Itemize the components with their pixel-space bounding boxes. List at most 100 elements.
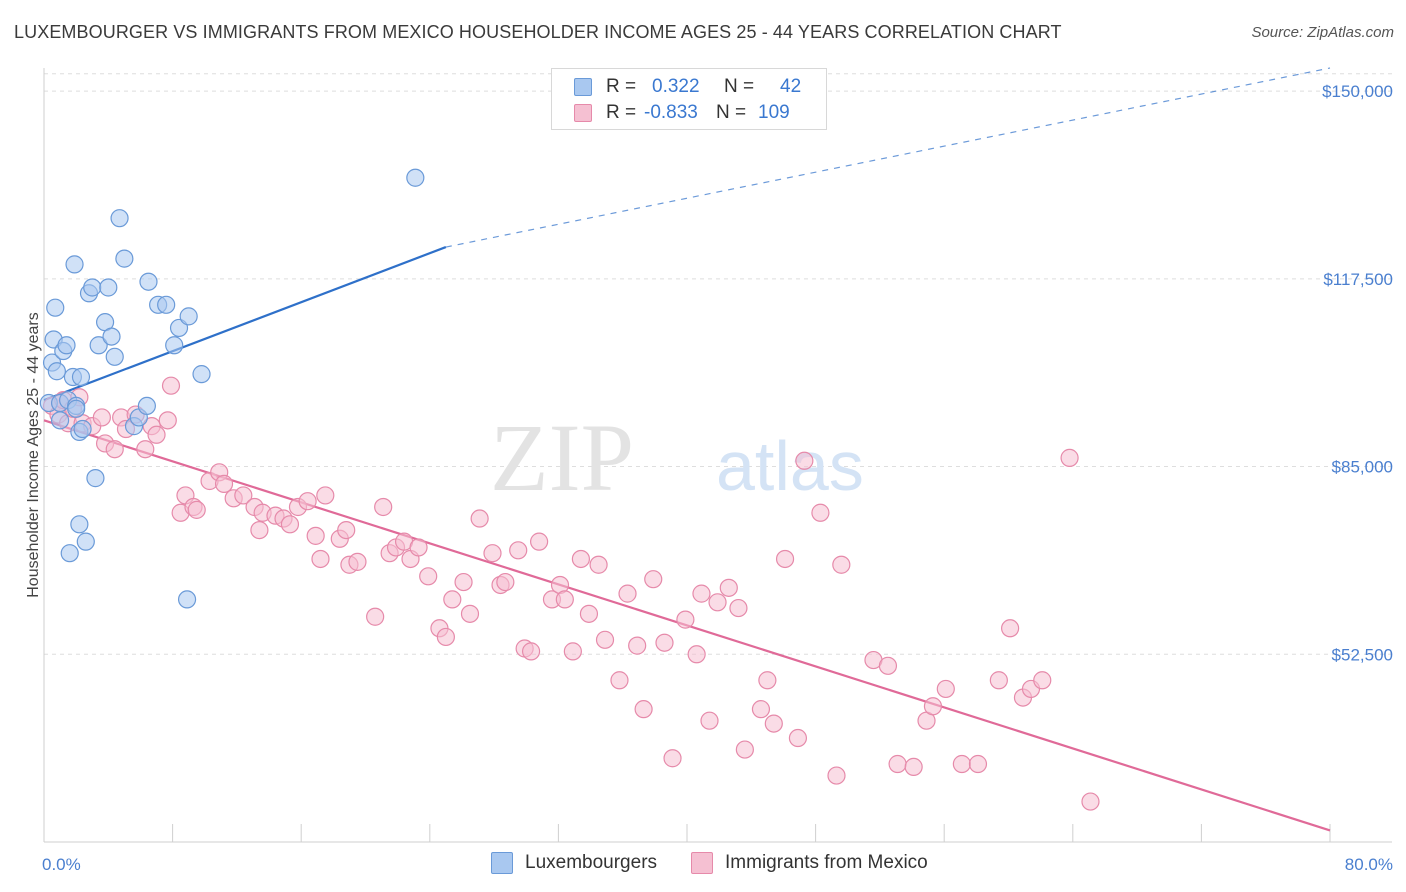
mexico-point — [316, 486, 335, 505]
luxembourger-point — [177, 590, 197, 609]
mexico-point — [280, 515, 300, 534]
r-value: 0.322 — [652, 76, 700, 97]
luxembourger-point — [76, 532, 95, 551]
mexico-point — [436, 627, 455, 647]
luxembourger-point — [60, 544, 79, 563]
mexico-point — [374, 497, 393, 517]
mexico-point — [676, 610, 695, 629]
luxembourger-trend-line — [43, 246, 447, 402]
mexico-point — [708, 593, 727, 612]
luxembourger-point — [67, 399, 86, 418]
mexico-point — [644, 570, 663, 589]
luxembourger-point — [57, 336, 76, 355]
mexico-point — [1081, 792, 1100, 811]
mexico-point — [655, 633, 674, 652]
mexico-point — [952, 754, 971, 774]
x-tick-label: 0.0% — [42, 855, 81, 874]
mexico-point — [1001, 619, 1020, 638]
luxembourger-point — [99, 278, 118, 297]
mexico-point — [692, 584, 711, 603]
source-credit: Source: ZipAtlas.com — [1251, 24, 1394, 41]
mexico-point — [989, 671, 1008, 690]
mexico-point — [719, 578, 738, 597]
mexico-point — [311, 549, 330, 569]
axes — [43, 68, 1392, 843]
legend-item-luxembourgers[interactable]: Luxembourgers — [491, 852, 657, 874]
luxembourger-point — [71, 367, 91, 387]
mexico-point — [775, 549, 795, 569]
mexico-point — [832, 555, 851, 574]
mexico-point — [136, 440, 155, 459]
mexico-point — [634, 700, 653, 719]
mexico-point — [563, 642, 582, 661]
mexico-point — [92, 408, 111, 427]
y-axis-label: Householder Income Ages 25 - 44 years — [25, 312, 42, 598]
luxembourger-point — [137, 396, 156, 416]
mexico-point — [571, 549, 591, 569]
mexico-point — [610, 671, 629, 690]
mexico-point — [454, 572, 473, 592]
series-legend: Luxembourgers Immigrants from Mexico — [491, 852, 962, 874]
mexico-point — [555, 590, 574, 609]
stats-row-luxembourgers: R = 0.322 N = 42 — [574, 74, 801, 100]
mexico-point — [187, 500, 206, 519]
pink-swatch — [574, 104, 592, 122]
mexico-point — [366, 607, 385, 626]
luxembourger-point — [110, 209, 129, 228]
luxembourger-point — [50, 411, 70, 430]
mexico-point — [337, 520, 356, 540]
mexico-point — [687, 645, 706, 664]
mexico-point — [460, 604, 480, 623]
mexico-point — [298, 492, 317, 511]
y-tick-label: $117,500 — [1323, 270, 1393, 289]
luxembourger-point — [157, 295, 176, 314]
luxembourger-point — [83, 278, 102, 297]
stats-row-mexico: R = -0.833 N = 109 — [574, 100, 790, 126]
mexico-point — [663, 749, 682, 768]
mexico-point — [250, 520, 269, 540]
mexico-point — [409, 538, 428, 557]
mexico-point — [811, 503, 830, 522]
mexico-point — [1060, 448, 1079, 467]
luxembourger-point — [165, 336, 184, 355]
watermark-zip: ZIP — [490, 404, 634, 511]
mexico-point — [628, 636, 647, 655]
axis-labels: Householder Income Ages 25 - 44 years $5… — [25, 82, 1393, 874]
legend-label: Immigrants from Mexico — [725, 852, 928, 873]
mexico-point — [764, 714, 783, 733]
mexico-point — [589, 555, 608, 574]
data-points — [39, 168, 1100, 811]
luxembourger-point — [86, 469, 105, 488]
mexico-point — [735, 740, 754, 759]
watermark-atlas: atlas — [716, 427, 864, 505]
luxembourger-point — [115, 249, 134, 268]
r-value: -0.833 — [644, 102, 698, 123]
luxembourger-point — [89, 336, 108, 355]
mexico-point — [158, 411, 177, 430]
gridlines — [44, 73, 1392, 655]
y-tick-label: $85,000 — [1332, 458, 1393, 477]
luxembourger-point — [70, 515, 89, 534]
mexico-point — [751, 700, 771, 719]
mexico-point — [147, 425, 166, 444]
luxembourger-point — [65, 255, 84, 274]
mexico-point — [595, 630, 615, 649]
mexico-point — [214, 474, 234, 493]
n-value: 42 — [780, 76, 802, 97]
luxembourger-point — [406, 168, 425, 187]
x-tick-label: 80.0% — [1345, 855, 1393, 874]
r-label: R = — [606, 76, 637, 97]
watermark: ZIP atlas — [490, 404, 864, 511]
mexico-point — [496, 572, 515, 592]
mexico-point — [758, 671, 777, 690]
chart-title: LUXEMBOURGER VS IMMIGRANTS FROM MEXICO H… — [14, 22, 1062, 42]
stats-legend: R = 0.322 N = 42 R = -0.833 N = 109 — [551, 68, 827, 130]
mexico-point — [470, 509, 489, 528]
mexico-point — [306, 526, 325, 545]
blue-swatch — [574, 78, 592, 96]
mexico-point — [729, 598, 748, 618]
legend-item-mexico[interactable]: Immigrants from Mexico — [691, 852, 928, 874]
luxembourger-point — [46, 298, 65, 317]
mexico-point — [530, 532, 549, 551]
